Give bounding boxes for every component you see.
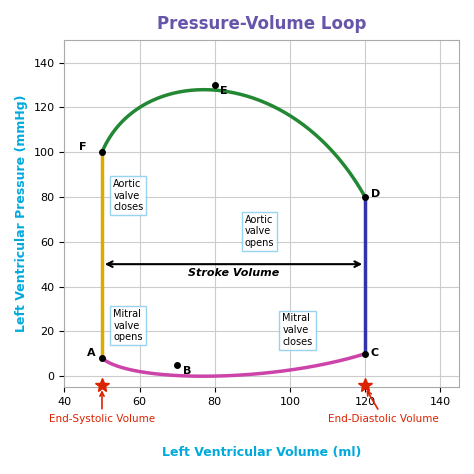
Text: B: B — [183, 366, 191, 376]
Text: End-Systolic Volume: End-Systolic Volume — [49, 392, 155, 424]
Text: End-Diastolic Volume: End-Diastolic Volume — [328, 392, 439, 424]
Text: F: F — [80, 142, 87, 152]
Text: Mitral
valve
closes: Mitral valve closes — [283, 313, 313, 346]
Text: Aortic
valve
opens: Aortic valve opens — [245, 215, 274, 248]
Title: Pressure-Volume Loop: Pressure-Volume Loop — [157, 15, 366, 33]
X-axis label: Left Ventricular Volume (ml): Left Ventricular Volume (ml) — [162, 446, 361, 459]
Text: C: C — [371, 348, 379, 358]
Text: D: D — [371, 189, 380, 199]
Text: Aortic
valve
closes: Aortic valve closes — [113, 179, 144, 212]
Text: E: E — [220, 86, 228, 96]
Y-axis label: Left Ventricular Pressure (mmHg): Left Ventricular Pressure (mmHg) — [15, 95, 28, 332]
Text: A: A — [87, 348, 96, 358]
Text: Stroke Volume: Stroke Volume — [188, 268, 279, 278]
Text: Mitral
valve
opens: Mitral valve opens — [113, 309, 143, 342]
